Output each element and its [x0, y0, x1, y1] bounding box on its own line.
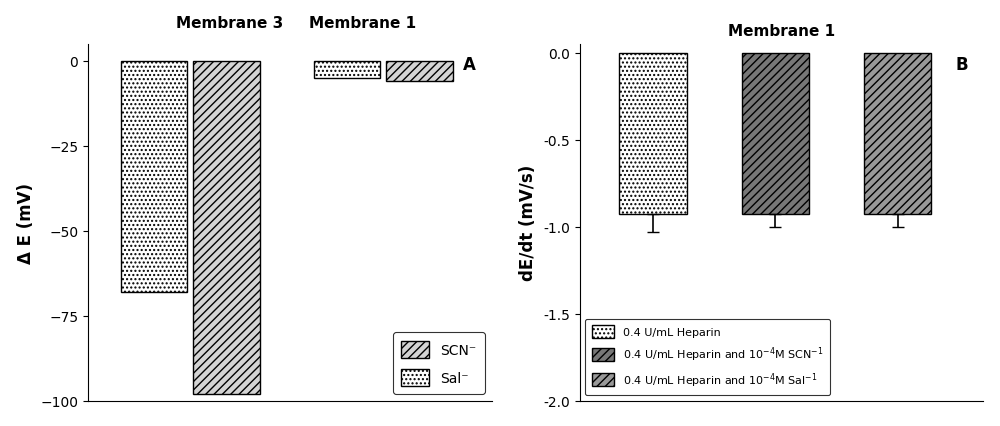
Bar: [386, 62, 453, 82]
Bar: [193, 62, 260, 394]
Bar: [864, 53, 931, 215]
Text: B: B: [955, 55, 968, 73]
Title: Membrane 1: Membrane 1: [728, 24, 835, 39]
Bar: [121, 62, 187, 292]
Text: Membrane 3: Membrane 3: [176, 15, 283, 31]
Text: A: A: [463, 55, 476, 73]
Bar: [314, 62, 380, 79]
Bar: [619, 53, 687, 215]
Bar: [742, 53, 809, 215]
Legend: 0.4 U/mL Heparin, 0.4 U/mL Heparin and $10^{-4}$M SCN$^{-1}$, 0.4 U/mL Heparin a: 0.4 U/mL Heparin, 0.4 U/mL Heparin and $…: [585, 319, 830, 395]
Y-axis label: dE/dt (mV/s): dE/dt (mV/s): [519, 165, 537, 281]
Text: Membrane 1: Membrane 1: [309, 15, 416, 31]
Y-axis label: Δ E (mV): Δ E (mV): [17, 182, 35, 263]
Legend: SCN⁻, Sal⁻: SCN⁻, Sal⁻: [393, 332, 485, 394]
